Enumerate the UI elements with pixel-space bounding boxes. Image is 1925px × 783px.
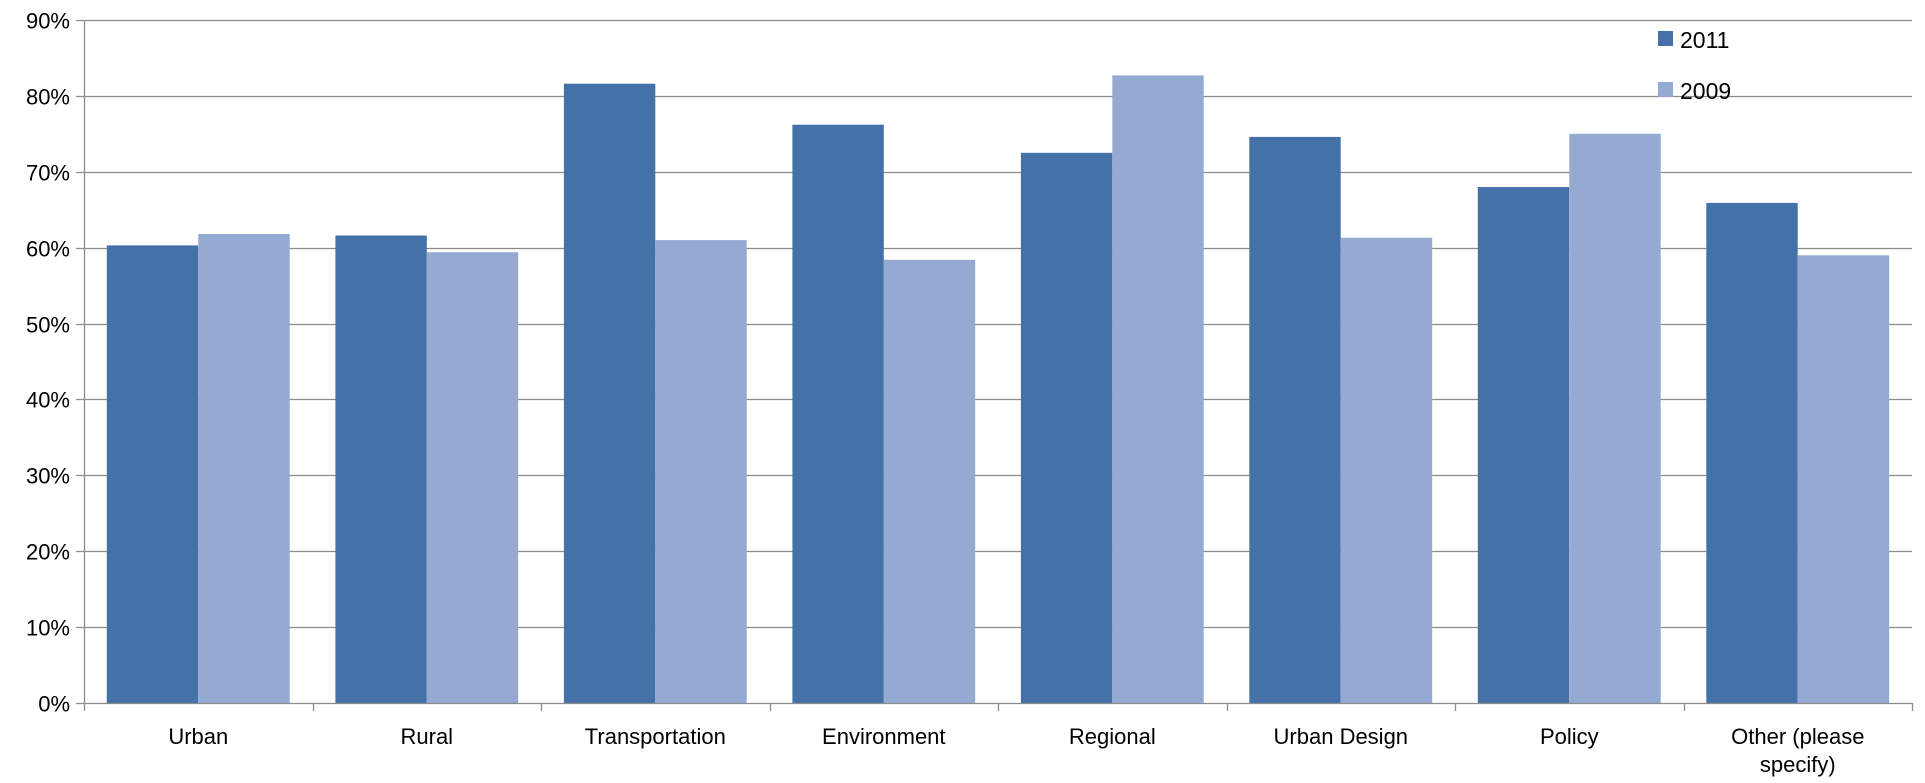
bar-2009-1 [427,252,518,703]
legend-label-2009: 2009 [1680,78,1731,104]
bar-2009-7 [1798,255,1889,703]
bar-2011-4 [1021,153,1112,703]
y-tick-label: 0% [38,692,70,717]
bar-2009-5 [1341,238,1432,703]
y-tick-label: 90% [26,9,70,34]
bar-2011-1 [335,236,426,704]
bar-2011-7 [1706,203,1797,703]
y-tick-label: 50% [26,313,70,338]
x-tick-label: Environment [822,724,946,749]
bar-2009-2 [655,240,746,703]
legend-label-2011: 2011 [1680,27,1729,53]
bar-2009-4 [1112,75,1203,703]
x-tick-label: Policy [1540,724,1599,749]
bar-2009-6 [1569,134,1660,703]
y-tick-label: 70% [26,161,70,186]
bar-2009-3 [884,260,975,703]
y-tick-label: 20% [26,540,70,565]
legend-swatch-2011 [1658,31,1673,46]
y-tick-label: 60% [26,237,70,262]
y-tick-label: 80% [26,85,70,110]
bar-2011-6 [1478,187,1569,703]
x-tick-label: Other (please specify) [1731,724,1864,777]
x-tick-label: Rural [401,724,454,749]
bars [107,75,1889,703]
y-tick-label: 10% [26,616,70,641]
y-tick-label: 40% [26,388,70,413]
bar-2009-0 [198,234,289,703]
legend-swatch-2009 [1658,82,1673,97]
x-tick-label: Urban Design [1274,724,1409,749]
bar-2011-5 [1249,137,1340,703]
bar-2011-3 [792,125,883,703]
x-tick-label: Urban [168,724,228,749]
y-tick-label: 30% [26,464,70,489]
x-tick-label: Regional [1069,724,1156,749]
bar-2011-2 [564,84,655,703]
bar-2011-0 [107,245,198,703]
x-tick-label: Transportation [585,724,726,749]
legend: 2011 2009 [1658,27,1731,104]
